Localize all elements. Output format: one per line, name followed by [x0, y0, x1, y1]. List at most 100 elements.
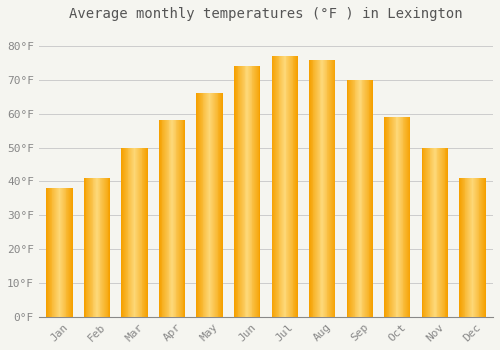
Bar [441, 148, 442, 317]
Bar [176, 120, 178, 317]
Bar [208, 93, 210, 317]
Bar [350, 80, 351, 317]
Bar [408, 117, 410, 317]
Bar [198, 93, 199, 317]
Bar [472, 178, 474, 317]
Bar [292, 56, 294, 317]
Bar [103, 178, 104, 317]
Bar [249, 66, 250, 317]
Bar [125, 148, 126, 317]
Bar [212, 93, 213, 317]
Bar [126, 148, 128, 317]
Bar [460, 178, 461, 317]
Bar [244, 66, 246, 317]
Bar [289, 56, 290, 317]
Bar [56, 188, 57, 317]
Bar [61, 188, 62, 317]
Bar [354, 80, 356, 317]
Bar [424, 148, 425, 317]
Bar [392, 117, 393, 317]
Bar [277, 56, 278, 317]
Bar [162, 120, 164, 317]
Bar [184, 120, 185, 317]
Bar [315, 60, 316, 317]
Bar [104, 178, 105, 317]
Bar [92, 178, 94, 317]
Bar [284, 56, 286, 317]
Bar [124, 148, 125, 317]
Bar [207, 93, 208, 317]
Bar [204, 93, 205, 317]
Bar [52, 188, 54, 317]
Bar [171, 120, 172, 317]
Bar [100, 178, 102, 317]
Bar [282, 56, 283, 317]
Bar [248, 66, 249, 317]
Bar [371, 80, 372, 317]
Bar [257, 66, 258, 317]
Bar [222, 93, 223, 317]
Bar [356, 80, 357, 317]
Bar [286, 56, 288, 317]
Bar [290, 56, 291, 317]
Bar [234, 66, 235, 317]
Bar [462, 178, 463, 317]
Bar [144, 148, 145, 317]
Bar [328, 60, 330, 317]
Bar [146, 148, 147, 317]
Bar [131, 148, 132, 317]
Bar [405, 117, 406, 317]
Bar [470, 178, 472, 317]
Bar [250, 66, 252, 317]
Bar [396, 117, 398, 317]
Bar [466, 178, 467, 317]
Bar [390, 117, 391, 317]
Bar [170, 120, 171, 317]
Bar [274, 56, 275, 317]
Bar [105, 178, 106, 317]
Bar [402, 117, 404, 317]
Bar [247, 66, 248, 317]
Bar [388, 117, 390, 317]
Bar [47, 188, 48, 317]
Bar [241, 66, 242, 317]
Bar [323, 60, 324, 317]
Bar [468, 178, 469, 317]
Bar [482, 178, 483, 317]
Bar [320, 60, 322, 317]
Bar [425, 148, 426, 317]
Bar [314, 60, 315, 317]
Bar [310, 60, 311, 317]
Bar [464, 178, 466, 317]
Bar [256, 66, 257, 317]
Bar [168, 120, 170, 317]
Bar [132, 148, 133, 317]
Bar [467, 178, 468, 317]
Bar [474, 178, 475, 317]
Bar [476, 178, 477, 317]
Bar [95, 178, 96, 317]
Bar [440, 148, 441, 317]
Bar [57, 188, 58, 317]
Bar [58, 188, 59, 317]
Bar [317, 60, 318, 317]
Bar [50, 188, 51, 317]
Bar [243, 66, 244, 317]
Bar [205, 93, 206, 317]
Bar [442, 148, 443, 317]
Bar [288, 56, 289, 317]
Bar [447, 148, 448, 317]
Bar [179, 120, 180, 317]
Bar [258, 66, 260, 317]
Bar [352, 80, 353, 317]
Bar [206, 93, 207, 317]
Bar [426, 148, 427, 317]
Bar [122, 148, 123, 317]
Bar [281, 56, 282, 317]
Bar [46, 188, 47, 317]
Bar [469, 178, 470, 317]
Bar [94, 178, 95, 317]
Bar [484, 178, 486, 317]
Bar [255, 66, 256, 317]
Bar [444, 148, 446, 317]
